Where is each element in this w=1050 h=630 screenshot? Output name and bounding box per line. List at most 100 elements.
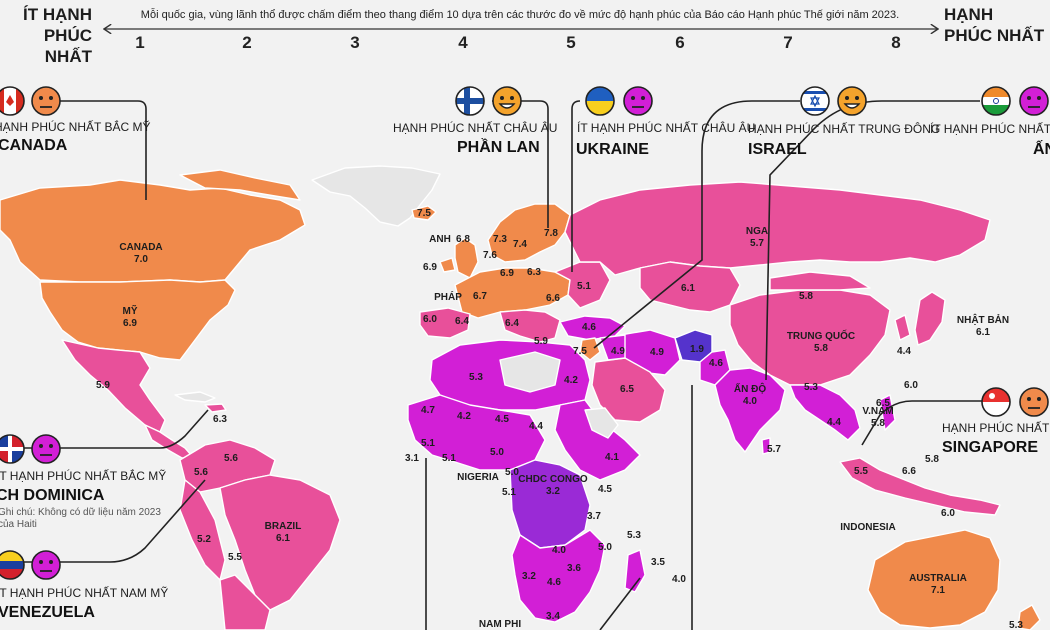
score-label: 4.4 (827, 417, 841, 428)
callout-label-finland: HẠNH PHÚC NHẤT CHÂU ÂU (393, 121, 558, 135)
callout-name-ukraine: UKRAINE (576, 141, 649, 158)
ukraine-flag-icon (585, 86, 615, 116)
scale-tick: 6 (675, 33, 685, 52)
region-name-label: CANADA (119, 242, 162, 253)
haiti-note: Ghi chú: Không có dữ liệu năm 2023 của H… (0, 507, 161, 531)
score-label: 6.1 (681, 283, 695, 294)
arabia-region (591, 357, 666, 423)
score-label: 6.6 (902, 466, 916, 477)
horn-nodata-region (584, 407, 619, 439)
score-label: 5.1 (421, 438, 435, 449)
score-label: 5.3 (627, 530, 641, 541)
score-label: 6.7 (473, 291, 487, 302)
leader-finland (492, 100, 549, 228)
neutral-face-icon (1019, 86, 1049, 116)
scale-tick: 7 (783, 33, 793, 52)
place-label: NIGERIA (457, 472, 499, 483)
russia-region (564, 181, 991, 276)
score-label: 5.7 (767, 444, 781, 455)
neutral-face-icon (31, 434, 61, 464)
score-label: 1.9 (690, 344, 704, 355)
callout-leaders (20, 100, 982, 630)
iceland-region (411, 205, 437, 221)
score-label: 6.0 (941, 508, 955, 519)
india-region (714, 367, 786, 453)
map-land (0, 165, 1041, 630)
finland-flag-icon (455, 86, 485, 116)
region-name-label: BRAZIL (265, 521, 302, 532)
score-label: 3.1 (405, 453, 419, 464)
region-name-label: MỸ (123, 304, 138, 317)
score-label: 4.4 (529, 421, 543, 432)
score-label: 4.0 (672, 574, 686, 585)
score-label: 6.4 (455, 316, 469, 327)
scale-tick: 2 (242, 33, 252, 52)
score-label: 7.3 (493, 234, 507, 245)
region-score-label: 6.1 (276, 533, 290, 544)
score-label: 5.8 (799, 291, 813, 302)
score-label: 4.6 (582, 322, 596, 333)
region-score-label: 7.0 (134, 254, 148, 265)
dominican-flag-icon (0, 434, 25, 464)
place-label: NAM PHI (479, 619, 521, 630)
score-label: 5.0 (505, 467, 519, 478)
callout-label-india: ÍT HẠNH PHÚC NHẤT Đ (930, 122, 1050, 136)
region-score-label: 3.2 (546, 486, 560, 497)
region-name-label: CHDC CONGO (518, 474, 588, 485)
leader-southafrica (599, 577, 641, 630)
leader-venezuela (20, 479, 206, 563)
region-score-label: 6.1 (976, 327, 990, 338)
region-score-label: 4.0 (743, 396, 757, 407)
score-label: 3.4 (546, 611, 560, 622)
southeast-asia-region (789, 384, 861, 441)
score-label: 4.2 (457, 411, 471, 422)
region-name-label: TRUNG QUỐC (787, 328, 855, 342)
dominican-region (204, 403, 227, 413)
place-label: ANH (429, 234, 451, 245)
left-title: ÍT HẠNH PHÚC NHẤT (0, 4, 92, 67)
region-score-label: 5.7 (750, 238, 764, 249)
leader-israel (593, 100, 800, 349)
italy-balkans-region (499, 309, 561, 343)
callout-label-singapore: HẠNH PHÚC NHẤT Đ (942, 421, 1050, 435)
score-label: 5.3 (469, 372, 483, 383)
score-label: 4.9 (611, 346, 625, 357)
region-score-label: 5.8 (814, 343, 828, 354)
region-name-label: NGA (746, 226, 768, 237)
peru-ecuador-region (179, 479, 226, 581)
region-score-label: 6.9 (123, 318, 137, 329)
turkey-region (559, 315, 626, 341)
score-label: 4.4 (897, 346, 911, 357)
indonesia-region (839, 457, 1001, 516)
place-label: INDONESIA (840, 522, 896, 533)
india-flag-icon (981, 86, 1011, 116)
score-label: 5.5 (854, 466, 868, 477)
new-zealand-region (1017, 604, 1041, 630)
icons-layer (0, 86, 1049, 580)
score-label: 4.5 (598, 484, 612, 495)
region-name-label: NHẬT BẢN (957, 313, 1009, 326)
place-label: PHÁP (434, 290, 462, 303)
callout-label-israel: HẠNH PHÚC NHẤT TRUNG ĐÔNG (748, 122, 941, 136)
central-america-region (144, 424, 193, 459)
score-label: 5.1 (442, 453, 456, 464)
scale-tick: 8 (891, 33, 901, 52)
callout-name-canada: CANADA (0, 137, 68, 154)
scale-tick: 1 (135, 33, 145, 52)
neutral-face-icon (1019, 387, 1049, 417)
score-label: 6.3 (213, 414, 227, 425)
score-label: 5.3 (804, 382, 818, 393)
score-label: 6.3 (527, 267, 541, 278)
southern-africa-region (511, 529, 606, 623)
callout-label-dominica: ÍT HẠNH PHÚC NHẤT BẮC MỸ (0, 469, 167, 483)
right-title-line-2: PHÚC NHẤT (944, 26, 1045, 45)
grin-face-icon (837, 86, 867, 116)
score-label: 4.1 (605, 452, 619, 463)
usa-region (39, 279, 236, 361)
score-label: 5.0 (598, 542, 612, 553)
score-label: 5.2 (197, 534, 211, 545)
score-label: 5.5 (228, 552, 242, 563)
score-label: 5.3 (1009, 620, 1023, 630)
uk-region (454, 237, 479, 279)
callout-name-singapore: SINGAPORE (942, 439, 1039, 456)
